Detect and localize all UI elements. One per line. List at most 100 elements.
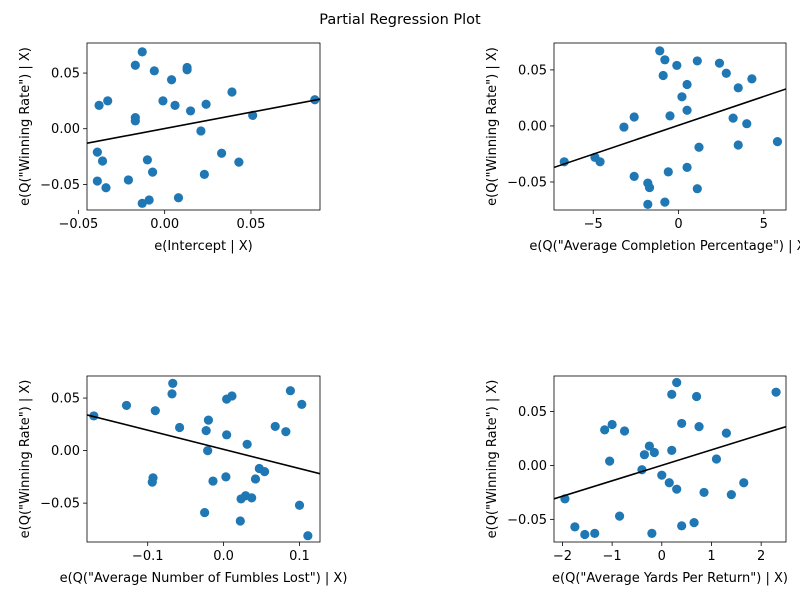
- data-point: [185, 106, 196, 116]
- data-point: [639, 450, 650, 460]
- data-point: [682, 105, 692, 115]
- x-tick-label: 5: [760, 217, 768, 232]
- y-axis-label: e(Q("Winning Rate") | X): [485, 47, 500, 206]
- data-point: [130, 60, 140, 70]
- data-point: [137, 47, 147, 57]
- data-point: [691, 391, 702, 402]
- x-tick-label: −5: [584, 217, 603, 232]
- data-point: [121, 400, 132, 411]
- axes-frame: [553, 375, 787, 543]
- data-point: [629, 171, 639, 181]
- data-point: [590, 528, 600, 538]
- scatter-points: [89, 378, 313, 541]
- x-tick-label: −1: [603, 549, 622, 564]
- data-point: [580, 529, 590, 540]
- data-point: [130, 116, 140, 126]
- data-point: [297, 399, 307, 409]
- data-point: [123, 175, 134, 185]
- y-tick-label: 0.00: [51, 444, 80, 459]
- x-tick-label: 0.00: [150, 217, 179, 232]
- data-point: [142, 155, 153, 165]
- data-point: [227, 87, 237, 97]
- x-axis-label: e(Q("Average Completion Percentage") | X…: [529, 239, 800, 254]
- data-point: [665, 111, 675, 121]
- data-point: [234, 157, 244, 167]
- data-point: [689, 517, 699, 528]
- data-point: [672, 60, 682, 71]
- data-point: [667, 445, 677, 455]
- data-point: [644, 182, 655, 193]
- data-point: [660, 55, 670, 65]
- data-point: [607, 419, 617, 430]
- data-point: [200, 507, 210, 518]
- data-point: [600, 425, 610, 435]
- data-point: [208, 476, 218, 486]
- y-tick-label: 0.00: [518, 459, 547, 474]
- data-point: [235, 516, 245, 526]
- scatter-points: [559, 46, 783, 209]
- data-point: [92, 147, 102, 157]
- data-point: [643, 199, 653, 209]
- data-point: [217, 148, 227, 158]
- data-point: [657, 470, 667, 480]
- data-point: [647, 528, 657, 538]
- data-point: [166, 75, 177, 85]
- data-point: [221, 472, 231, 482]
- data-point: [699, 487, 709, 498]
- data-point: [682, 162, 692, 173]
- subplot-3: −0.1 0.0 0.1 −0.05 0.00 0.05 e(Q("Average Numb…: [18, 375, 347, 586]
- y-tick-label: −0.05: [507, 175, 547, 190]
- data-point: [714, 58, 725, 68]
- data-point: [733, 83, 743, 93]
- data-point: [711, 454, 722, 464]
- data-point: [658, 70, 668, 81]
- axes-frame: [86, 42, 321, 211]
- data-point: [682, 79, 692, 90]
- data-point: [147, 167, 158, 177]
- data-point: [655, 46, 665, 56]
- regression-line: [87, 98, 320, 144]
- x-tick-label: 0.05: [236, 217, 265, 232]
- x-tick-label: 2: [757, 549, 765, 564]
- data-point: [196, 126, 206, 136]
- data-point: [149, 66, 159, 76]
- y-axis-label: e(Q("Winning Rate") | X): [18, 47, 33, 206]
- x-tick-label: 0: [658, 549, 666, 564]
- data-point: [629, 112, 639, 122]
- y-tick-label: 0.00: [51, 122, 80, 137]
- y-tick-label: 0.00: [518, 119, 547, 134]
- x-tick-label: −0.05: [58, 217, 98, 232]
- data-point: [672, 484, 682, 494]
- data-point: [694, 142, 704, 152]
- data-point: [672, 377, 682, 388]
- data-point: [726, 489, 736, 500]
- data-point: [663, 167, 673, 177]
- data-point: [733, 140, 743, 150]
- x-tick-label: 0: [674, 217, 682, 232]
- regression-line: [87, 414, 320, 475]
- data-point: [250, 474, 261, 484]
- scatter-points: [92, 47, 320, 208]
- data-point: [644, 441, 654, 451]
- x-axis-label: e(Q("Average Yards Per Return") | X): [552, 571, 788, 586]
- data-point: [173, 193, 184, 203]
- data-point: [694, 422, 704, 432]
- y-axis-label: e(Q("Winning Rate") | X): [485, 380, 500, 539]
- axes-frame: [553, 42, 787, 211]
- data-point: [570, 522, 580, 532]
- data-point: [247, 493, 257, 503]
- data-point: [649, 447, 659, 458]
- y-tick-label: 0.05: [51, 67, 80, 82]
- data-point: [692, 56, 702, 66]
- data-point: [167, 389, 177, 399]
- data-point: [677, 418, 687, 429]
- y-tick-label: −0.05: [40, 178, 80, 193]
- data-point: [182, 65, 192, 75]
- regression-line: [554, 425, 786, 500]
- y-axis-label: e(Q("Winning Rate") | X): [18, 380, 33, 539]
- data-point: [721, 68, 731, 78]
- data-point: [259, 467, 270, 477]
- data-point: [203, 415, 214, 425]
- data-point: [170, 100, 180, 110]
- data-point: [605, 456, 615, 466]
